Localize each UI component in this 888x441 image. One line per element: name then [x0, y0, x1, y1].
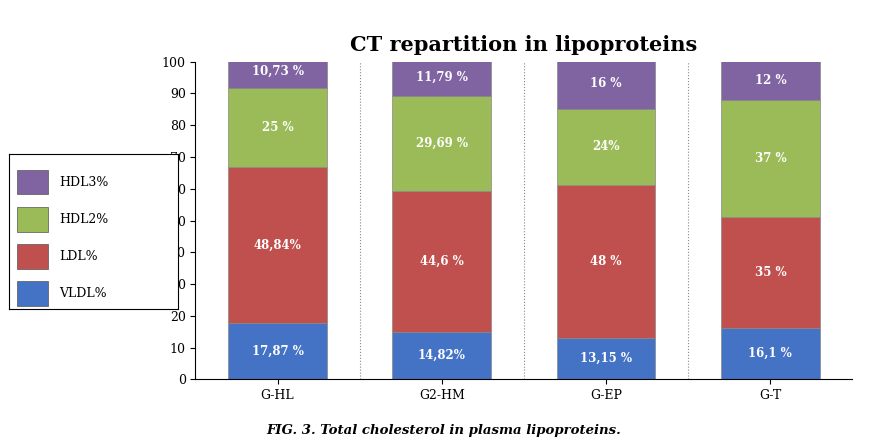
Text: VLDL%: VLDL%	[59, 287, 107, 300]
Text: 24%: 24%	[592, 141, 620, 153]
Bar	[18, 170, 48, 194]
Text: 37 %: 37 %	[755, 152, 786, 165]
Text: HDL2%: HDL2%	[59, 213, 108, 226]
Text: 14,82%: 14,82%	[418, 349, 465, 362]
Bar	[557, 58, 655, 109]
Text: 25 %: 25 %	[262, 121, 293, 134]
Text: HDL3%: HDL3%	[59, 176, 109, 189]
Bar	[557, 185, 655, 337]
Bar	[18, 207, 48, 232]
Title: CT repartition in lipoproteins: CT repartition in lipoproteins	[350, 35, 698, 55]
Bar	[557, 337, 655, 379]
Text: 16 %: 16 %	[591, 77, 622, 90]
Text: 10,73 %: 10,73 %	[251, 64, 304, 78]
Text: 35 %: 35 %	[755, 266, 786, 279]
Bar	[228, 88, 327, 168]
Bar	[392, 96, 491, 191]
Bar	[18, 281, 48, 306]
Bar	[721, 217, 820, 328]
Bar	[392, 59, 491, 96]
Text: LDL%: LDL%	[59, 250, 98, 263]
Bar	[392, 191, 491, 332]
Bar	[228, 54, 327, 88]
Text: 13,15 %: 13,15 %	[580, 352, 632, 365]
Text: 48 %: 48 %	[591, 255, 622, 268]
Bar	[392, 332, 491, 379]
Text: 44,6 %: 44,6 %	[420, 255, 464, 268]
Text: 12 %: 12 %	[755, 74, 786, 87]
Bar	[557, 109, 655, 185]
Bar	[721, 328, 820, 379]
Text: 17,87 %: 17,87 %	[251, 344, 304, 357]
Text: 48,84%: 48,84%	[254, 239, 301, 251]
Bar	[228, 168, 327, 322]
Text: 16,1 %: 16,1 %	[749, 347, 792, 360]
Text: FIG. 3. Total cholesterol in plasma lipoproteins.: FIG. 3. Total cholesterol in plasma lipo…	[266, 424, 622, 437]
Bar	[18, 244, 48, 269]
Bar	[721, 61, 820, 100]
Text: 11,79 %: 11,79 %	[416, 71, 468, 84]
Y-axis label: %: %	[144, 213, 157, 228]
Text: 29,69 %: 29,69 %	[416, 137, 468, 150]
Bar	[721, 100, 820, 217]
Bar	[228, 322, 327, 379]
